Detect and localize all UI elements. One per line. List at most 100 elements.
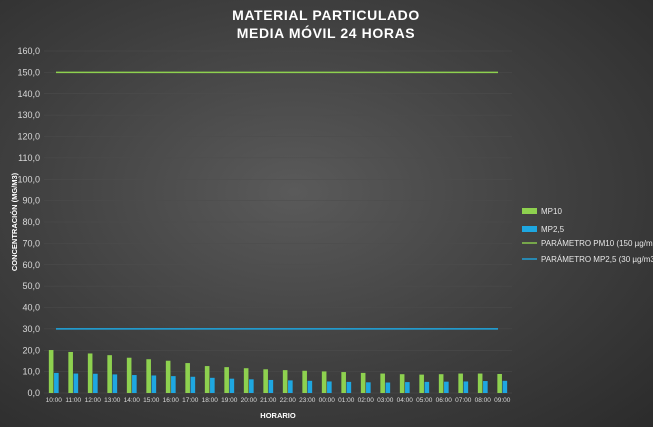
bar-mp25 bbox=[366, 382, 371, 393]
bar-mp10 bbox=[438, 374, 444, 393]
bar-mp10 bbox=[68, 351, 73, 393]
bar-mp25 bbox=[151, 375, 157, 393]
y-axis-title: CONCENTRACIÓN (MG/M3) bbox=[10, 172, 19, 271]
x-tick-label: 13:00 bbox=[104, 397, 121, 404]
bar-mp25 bbox=[249, 379, 254, 393]
x-tick-label: 02:00 bbox=[358, 397, 375, 404]
legend-label: PARÁMETRO PM10 (150 µg/m3) bbox=[541, 239, 653, 248]
chart-title-line-1: MATERIAL PARTICULADO bbox=[232, 7, 420, 23]
bar-mp25 bbox=[463, 381, 469, 393]
bar-mp10 bbox=[146, 359, 151, 393]
y-tick-label: 80,0 bbox=[22, 217, 40, 227]
bar-mp10 bbox=[263, 369, 268, 393]
reference-lines bbox=[56, 71, 498, 330]
x-tick-label: 19:00 bbox=[221, 397, 238, 404]
x-tick-label: 12:00 bbox=[85, 397, 102, 404]
y-tick-label: 90,0 bbox=[22, 196, 40, 206]
bar-mp25 bbox=[93, 373, 98, 393]
bar-mp25 bbox=[502, 380, 508, 393]
legend-swatch bbox=[522, 226, 537, 232]
bar-mp10 bbox=[107, 355, 112, 393]
x-tick-label: 22:00 bbox=[280, 397, 297, 404]
y-tick-label: 10,0 bbox=[22, 367, 40, 377]
x-tick-label: 20:00 bbox=[241, 397, 258, 404]
y-tick-label: 100,0 bbox=[17, 174, 40, 184]
bar-mp25 bbox=[112, 374, 118, 393]
bar-mp10 bbox=[497, 373, 502, 393]
bar-mp25 bbox=[268, 379, 274, 393]
bar-mp25 bbox=[483, 381, 488, 393]
bar-mp10 bbox=[204, 366, 210, 393]
bar-mp10 bbox=[87, 353, 93, 393]
x-tick-label: 14:00 bbox=[124, 397, 141, 404]
bar-mp10 bbox=[399, 374, 405, 393]
bar-mp25 bbox=[229, 378, 235, 393]
legend-swatch bbox=[522, 208, 537, 214]
y-tick-label: 70,0 bbox=[22, 238, 40, 248]
bar-mp10 bbox=[458, 373, 463, 393]
legend-label: PARÁMETRO MP2,5 (30 µg/m3) bbox=[541, 255, 653, 264]
bar-mp25 bbox=[171, 376, 176, 393]
y-axis-ticks: 0,0 10,0 20,0 30,0 40,0 50,0 60,0 70,0 80,0 90,0 1… bbox=[17, 46, 40, 398]
legend: MP10 MP2,5 PARÁMETRO PM10 (150 µg/m3) PARÁM… bbox=[522, 207, 653, 264]
bar-mp10 bbox=[380, 373, 385, 393]
y-tick-label: 20,0 bbox=[22, 345, 40, 355]
bar-mp25 bbox=[210, 377, 215, 393]
bar-mp10 bbox=[360, 372, 366, 393]
bar-mp10 bbox=[341, 372, 346, 393]
x-tick-label: 07:00 bbox=[455, 397, 472, 404]
bar-mp25 bbox=[346, 381, 352, 393]
bar-mp25 bbox=[424, 381, 430, 393]
chart-title-line-2: MEDIA MÓVIL 24 HORAS bbox=[237, 24, 415, 41]
x-tick-label: 17:00 bbox=[182, 397, 199, 404]
y-tick-label: 50,0 bbox=[22, 281, 40, 291]
bar-mp25 bbox=[405, 382, 410, 393]
x-axis-ticks: 10:00 11:00 12:00 13:00 14:00 15:00 16:00 17:00… bbox=[46, 397, 511, 404]
y-tick-label: 0,0 bbox=[27, 388, 40, 398]
bar-mp10 bbox=[321, 371, 327, 393]
bar-mp10 bbox=[282, 370, 288, 393]
x-tick-label: 01:00 bbox=[338, 397, 355, 404]
x-tick-label: 03:00 bbox=[377, 397, 394, 404]
x-tick-label: 10:00 bbox=[46, 397, 63, 404]
bar-mp25 bbox=[385, 382, 391, 393]
y-tick-label: 60,0 bbox=[22, 260, 40, 270]
x-tick-label: 15:00 bbox=[143, 397, 160, 404]
x-tick-label: 06:00 bbox=[436, 397, 453, 404]
bar-mp25 bbox=[288, 380, 293, 393]
bar-mp10 bbox=[302, 370, 307, 393]
y-tick-label: 160,0 bbox=[17, 46, 40, 56]
bar-mp10 bbox=[419, 374, 424, 393]
bar-mp10 bbox=[165, 360, 171, 393]
x-tick-label: 04:00 bbox=[397, 397, 414, 404]
gridlines bbox=[44, 50, 512, 394]
bars bbox=[48, 350, 508, 393]
bar-mp25 bbox=[190, 376, 196, 393]
x-tick-label: 23:00 bbox=[299, 397, 316, 404]
bar-mp10 bbox=[243, 368, 249, 393]
legend-label: MP10 bbox=[541, 207, 562, 216]
y-tick-label: 120,0 bbox=[17, 132, 40, 142]
bar-mp25 bbox=[444, 381, 449, 393]
x-tick-label: 09:00 bbox=[494, 397, 511, 404]
x-tick-label: 11:00 bbox=[65, 397, 81, 404]
bar-mp10 bbox=[477, 373, 483, 393]
bar-mp10 bbox=[224, 367, 229, 393]
x-tick-label: 00:00 bbox=[319, 397, 336, 404]
bar-mp10 bbox=[126, 357, 132, 393]
bar-mp10 bbox=[48, 350, 54, 393]
bar-mp25 bbox=[132, 375, 137, 393]
bar-mp25 bbox=[54, 372, 59, 393]
y-tick-label: 140,0 bbox=[17, 89, 40, 99]
x-axis-title: HORARIO bbox=[260, 411, 296, 420]
y-tick-label: 110,0 bbox=[18, 153, 40, 163]
bar-mp25 bbox=[307, 380, 313, 393]
x-tick-label: 08:00 bbox=[475, 397, 492, 404]
y-tick-label: 30,0 bbox=[22, 324, 40, 334]
y-tick-label: 40,0 bbox=[22, 303, 40, 313]
x-tick-label: 05:00 bbox=[416, 397, 433, 404]
y-tick-label: 130,0 bbox=[17, 110, 40, 120]
x-tick-label: 16:00 bbox=[163, 397, 180, 404]
